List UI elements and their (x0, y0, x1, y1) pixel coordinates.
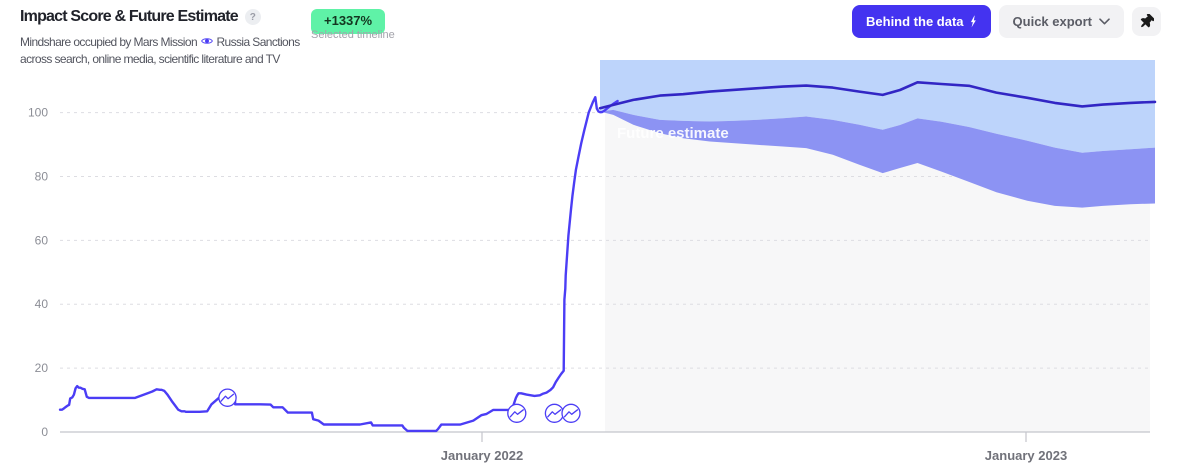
svg-text:20: 20 (35, 361, 49, 375)
svg-text:January 2023: January 2023 (985, 448, 1067, 463)
svg-text:100: 100 (28, 106, 48, 120)
svg-text:Future estimate: Future estimate (617, 125, 729, 142)
svg-text:60: 60 (35, 233, 49, 247)
svg-text:January 2022: January 2022 (441, 448, 523, 463)
svg-text:80: 80 (35, 170, 49, 184)
svg-text:40: 40 (35, 297, 49, 311)
svg-text:0: 0 (41, 425, 48, 439)
